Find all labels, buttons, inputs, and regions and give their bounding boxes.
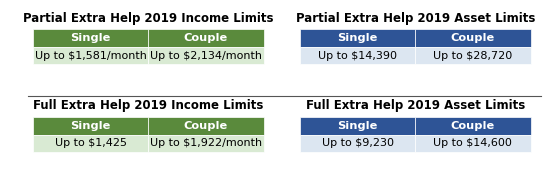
FancyBboxPatch shape bbox=[300, 47, 415, 64]
FancyBboxPatch shape bbox=[33, 29, 148, 47]
FancyBboxPatch shape bbox=[415, 117, 530, 135]
FancyBboxPatch shape bbox=[415, 135, 530, 152]
Text: Couple: Couple bbox=[184, 33, 228, 43]
Text: Partial Extra Help 2019 Asset Limits: Partial Extra Help 2019 Asset Limits bbox=[296, 12, 535, 25]
Text: Full Extra Help 2019 Income Limits: Full Extra Help 2019 Income Limits bbox=[33, 99, 263, 112]
Text: Up to $14,390: Up to $14,390 bbox=[318, 51, 397, 61]
Text: Partial Extra Help 2019 Income Limits: Partial Extra Help 2019 Income Limits bbox=[23, 12, 273, 25]
Text: Single: Single bbox=[70, 33, 111, 43]
FancyBboxPatch shape bbox=[415, 47, 530, 64]
Text: Up to $14,600: Up to $14,600 bbox=[433, 138, 513, 148]
FancyBboxPatch shape bbox=[148, 47, 263, 64]
Text: Up to $9,230: Up to $9,230 bbox=[322, 138, 394, 148]
Text: Full Extra Help 2019 Asset Limits: Full Extra Help 2019 Asset Limits bbox=[306, 99, 525, 112]
FancyBboxPatch shape bbox=[33, 135, 148, 152]
Text: Single: Single bbox=[70, 121, 111, 131]
Text: Couple: Couple bbox=[451, 33, 495, 43]
Text: Up to $1,425: Up to $1,425 bbox=[55, 138, 127, 148]
Text: Up to $1,922/month: Up to $1,922/month bbox=[150, 138, 262, 148]
FancyBboxPatch shape bbox=[33, 117, 148, 135]
FancyBboxPatch shape bbox=[300, 135, 415, 152]
Text: Up to $2,134/month: Up to $2,134/month bbox=[150, 51, 262, 61]
Text: Couple: Couple bbox=[184, 121, 228, 131]
FancyBboxPatch shape bbox=[33, 47, 148, 64]
FancyBboxPatch shape bbox=[148, 29, 263, 47]
Text: Single: Single bbox=[338, 33, 378, 43]
Text: Up to $1,581/month: Up to $1,581/month bbox=[35, 51, 146, 61]
Text: Couple: Couple bbox=[451, 121, 495, 131]
FancyBboxPatch shape bbox=[148, 117, 263, 135]
Text: Up to $28,720: Up to $28,720 bbox=[433, 51, 513, 61]
FancyBboxPatch shape bbox=[300, 29, 415, 47]
FancyBboxPatch shape bbox=[415, 29, 530, 47]
Text: Single: Single bbox=[338, 121, 378, 131]
FancyBboxPatch shape bbox=[148, 135, 263, 152]
FancyBboxPatch shape bbox=[300, 117, 415, 135]
